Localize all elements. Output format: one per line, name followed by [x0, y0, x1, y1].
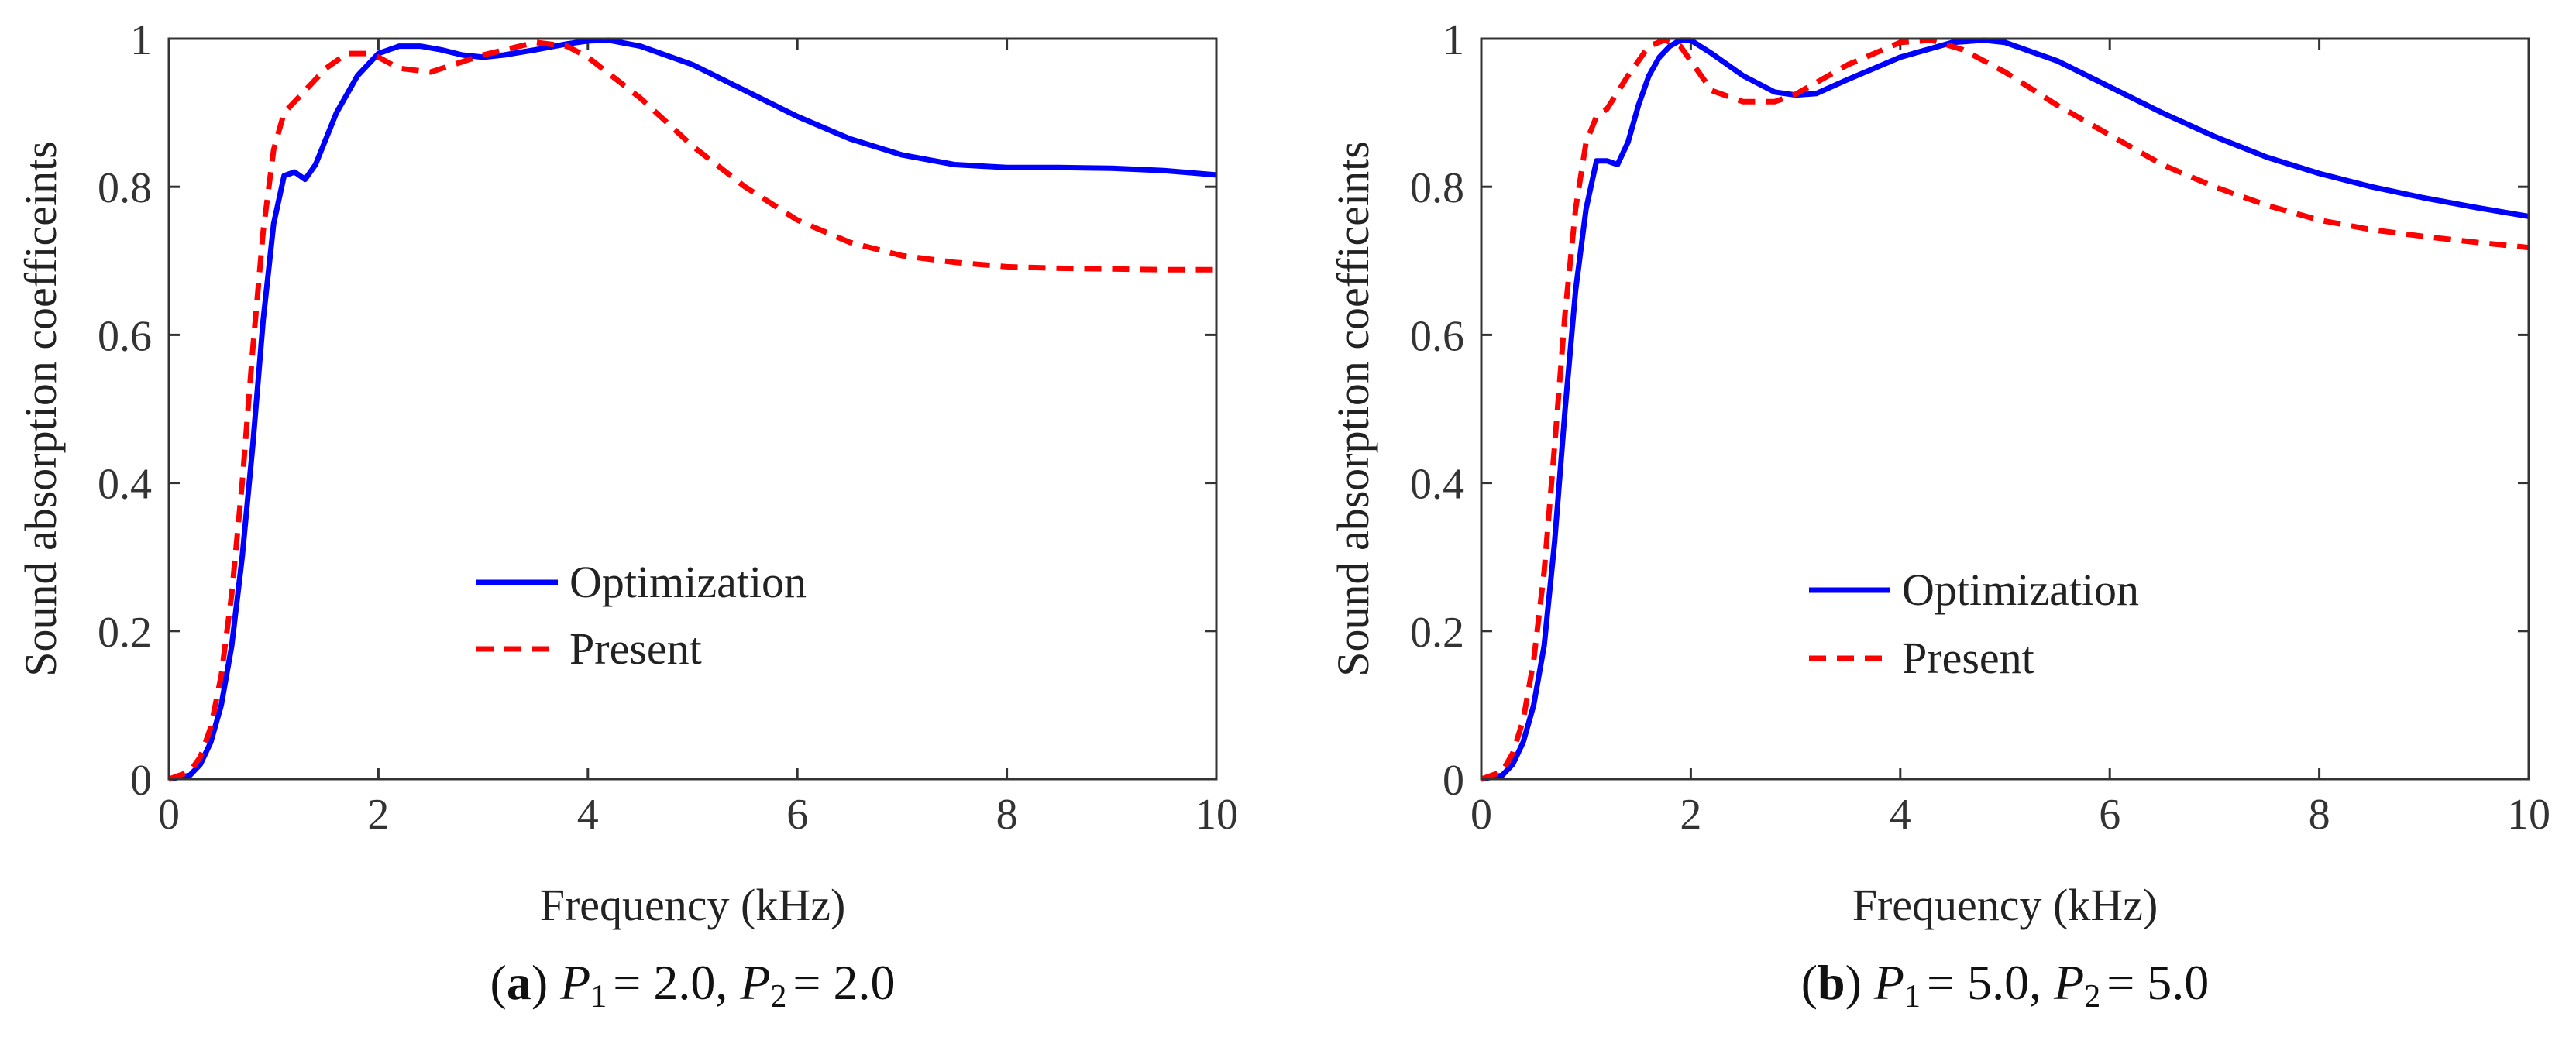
caption-p2-subscript: 2	[770, 979, 786, 1015]
caption-p2-subscript: 2	[2084, 979, 2100, 1015]
chart-b-series	[1480, 37, 2530, 782]
caption-p1-symbol: P	[559, 955, 590, 1010]
x-tick-label: 10	[2507, 791, 2550, 839]
chart-a-axes: 0 2 4 6 8 10 0 0.2 0.4 0.6 0.8 1	[98, 16, 1238, 839]
caption-p1-subscript: 1	[1904, 979, 1921, 1015]
y-tick-label: 0.2	[98, 609, 152, 657]
y-tick-label: 0.4	[98, 461, 152, 509]
chart-panel-a: 0 2 4 6 8 10 0 0.2 0.4 0.6 0.8 1 Optimization Prese…	[15, 16, 1238, 1015]
y-tick-label: 1	[1443, 16, 1464, 64]
y-tick-label: 0.6	[1410, 312, 1464, 360]
chart-b-frame	[1480, 37, 2530, 781]
x-tick-label: 8	[996, 791, 1018, 839]
x-tick-label: 10	[1195, 791, 1238, 839]
caption-spacer	[727, 955, 740, 1010]
y-tick-label: 0	[1443, 757, 1464, 805]
chart-a-y-axis-title: Sound absorption coefficeints	[15, 141, 66, 677]
chart-a-legend: Optimization Present	[476, 557, 807, 674]
series-present-line	[167, 39, 1216, 782]
x-tick-label: 0	[1470, 791, 1492, 839]
legend-optimization-label: Optimization	[1902, 565, 2139, 615]
series-optimization-line	[168, 37, 1217, 782]
caption-p2-symbol: P	[2053, 955, 2084, 1010]
legend-optimization-label: Optimization	[569, 557, 807, 607]
y-tick-label: 1	[130, 16, 152, 64]
chart-panel-b: 0 2 4 6 8 10 0 0.2 0.4 0.6 0.8 1 Optimization Prese…	[1328, 16, 2550, 1015]
caption-p2-symbol: P	[739, 955, 770, 1010]
chart-a-frame	[167, 37, 1218, 781]
y-tick-label: 0	[130, 757, 152, 805]
caption-paren-open: (	[1801, 955, 1818, 1010]
x-tick-label: 6	[2099, 791, 2120, 839]
caption-p1-symbol: P	[1873, 955, 1904, 1010]
caption-paren-open: (	[490, 955, 507, 1010]
chart-b-y-axis-title: Sound absorption coefficeints	[1328, 141, 1378, 677]
x-tick-label: 8	[2309, 791, 2330, 839]
x-tick-label: 4	[1890, 791, 1911, 839]
y-tick-label: 0.4	[1410, 461, 1464, 509]
x-tick-label: 0	[158, 791, 180, 839]
caption-paren-close: )	[1845, 955, 1874, 1010]
chart-b-legend: Optimization Present	[1809, 565, 2139, 683]
y-tick-label: 0.2	[1410, 609, 1464, 657]
legend-present-label: Present	[1902, 633, 2034, 683]
x-tick-label: 2	[1680, 791, 1701, 839]
chart-a-x-axis-title: Frequency (kHz)	[540, 880, 846, 930]
y-tick-label: 0.8	[1410, 164, 1464, 212]
caption-paren-close: )	[531, 955, 560, 1010]
chart-b-x-axis-title: Frequency (kHz)	[1852, 880, 2158, 930]
chart-a-series	[167, 37, 1217, 782]
x-tick-label: 6	[786, 791, 808, 839]
series-optimization-line	[1481, 37, 2530, 782]
caption-letter: b	[1818, 955, 1845, 1010]
y-tick-label: 0.6	[98, 312, 152, 360]
chart-b-caption: (b) P1 = 5.0, P2 = 5.0	[1801, 955, 2210, 1015]
legend-present-label: Present	[569, 623, 702, 674]
caption-p1-value: = 2.0,	[613, 955, 727, 1010]
chart-b-axes: 0 2 4 6 8 10 0 0.2 0.4 0.6 0.8 1	[1410, 16, 2550, 839]
x-tick-label: 4	[577, 791, 599, 839]
caption-p1-value: = 5.0,	[1927, 955, 2041, 1010]
chart-a-caption: (a) P1 = 2.0, P2 = 2.0	[490, 955, 896, 1015]
caption-spacer	[2041, 955, 2054, 1010]
caption-p2-value: = 2.0	[793, 955, 895, 1010]
caption-p1-subscript: 1	[590, 979, 607, 1015]
caption-letter: a	[507, 955, 531, 1010]
series-present-line	[1480, 37, 2530, 782]
x-tick-label: 2	[367, 791, 389, 839]
y-tick-label: 0.8	[98, 164, 152, 212]
caption-p2-value: = 5.0	[2107, 955, 2209, 1010]
